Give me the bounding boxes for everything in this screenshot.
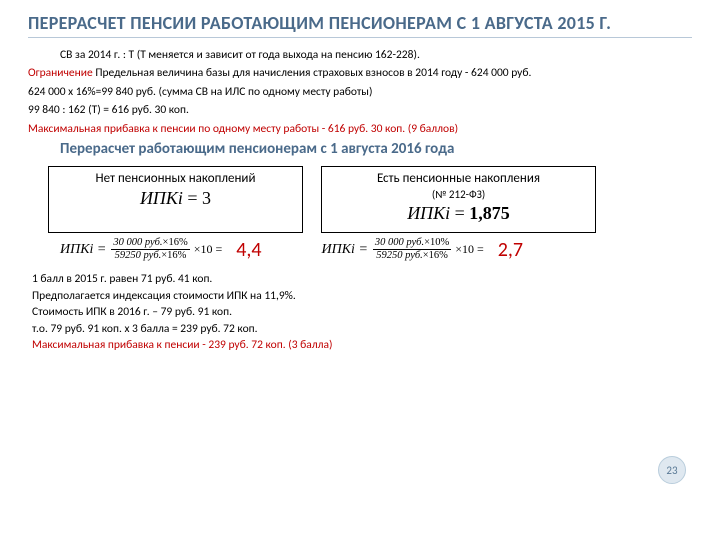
- box-left-label: Нет пенсионных накоплений: [63, 171, 288, 186]
- slide-title: ПЕРЕРАСЧЕТ ПЕНСИИ РАБОТАЮЩИМ ПЕНСИОНЕРАМ…: [28, 12, 692, 35]
- calc-line-2: 99 840 : 162 (Т) = 616 руб. 30 коп.: [28, 103, 692, 119]
- bottom-block: 1 балл в 2015 г. равен 71 руб. 41 коп. П…: [32, 272, 692, 354]
- box-has-savings: Есть пенсионные накопления (№ 212-ФЗ) ИП…: [321, 166, 596, 233]
- box-right-formula: ИПКi = 1,875: [336, 203, 581, 224]
- page-number-badge: 23: [658, 456, 686, 484]
- formula-1: ИПКi = 30 000 руб.×16% 59250 руб.×16% ×1…: [60, 237, 222, 262]
- bottom-line-3: Стоимость ИПК в 2016 г. – 79 руб. 91 коп…: [32, 305, 692, 321]
- bottom-line-2: Предполагается индексация стоимости ИПК …: [32, 289, 692, 305]
- box-right-label: Есть пенсионные накопления: [336, 171, 581, 186]
- box-right-sub: (№ 212-ФЗ): [336, 188, 581, 201]
- line-sv: СВ за 2014 г. : Т (Т меняется и зависит …: [28, 48, 692, 64]
- bottom-line-4: т.о. 79 руб. 91 коп. х 3 балла = 239 руб…: [32, 322, 692, 338]
- calc-line-1: 624 000 х 16%=99 840 руб. (сумма СВ на И…: [28, 85, 692, 101]
- subheading-2016: Перерасчет работающим пенсионерам с 1 ав…: [28, 140, 692, 158]
- boxes-row: Нет пенсионных накоплений ИПКi = 3 Есть …: [48, 166, 692, 233]
- bottom-line-5: Максимальная прибавка к пенсии - 239 руб…: [32, 338, 692, 354]
- result-1: 4,4: [236, 238, 261, 262]
- formulas-row: ИПКi = 30 000 руб.×16% 59250 руб.×16% ×1…: [60, 237, 692, 262]
- title-underline: [28, 37, 692, 38]
- formula-2: ИПКi = 30 000 руб.×10% 59250 руб.×16% ×1…: [322, 237, 484, 262]
- box-no-savings: Нет пенсионных накоплений ИПКi = 3: [48, 166, 303, 233]
- max-line: Максимальная прибавка к пенсии по одному…: [28, 122, 692, 138]
- box-left-formula: ИПКi = 3: [63, 188, 288, 209]
- limit-line: Ограничение Предельная величина базы для…: [28, 66, 692, 82]
- bottom-line-1: 1 балл в 2015 г. равен 71 руб. 41 коп.: [32, 272, 692, 288]
- result-2: 2,7: [498, 238, 523, 262]
- limit-text: Предельная величина базы для начисления …: [93, 66, 532, 80]
- limit-label: Ограничение: [28, 66, 93, 80]
